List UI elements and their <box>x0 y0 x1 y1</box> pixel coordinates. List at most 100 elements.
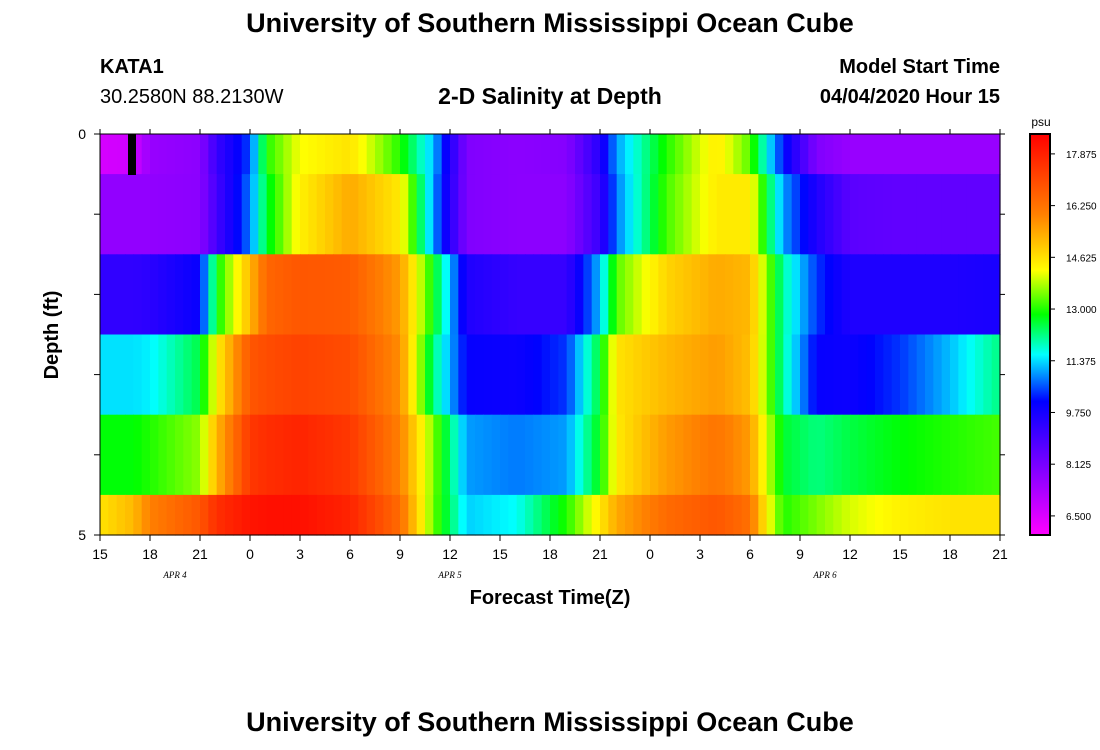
heatmap-cell <box>791 254 801 336</box>
heatmap-cell <box>583 174 593 255</box>
heatmap-cell <box>233 254 243 336</box>
heatmap-cell <box>483 494 493 536</box>
heatmap-cell <box>350 334 359 416</box>
heatmap-cell <box>450 334 459 416</box>
heatmap-cell <box>675 494 684 536</box>
heatmap-cell <box>783 334 793 416</box>
heatmap-cell <box>941 174 951 255</box>
heatmap-cell <box>516 414 526 496</box>
heatmap-cell <box>716 134 726 175</box>
heatmap-cell <box>925 254 934 336</box>
heatmap-cell <box>616 494 626 536</box>
heatmap-cell <box>975 174 984 255</box>
x-tick-label: 0 <box>246 546 254 562</box>
heatmap-cell <box>341 414 351 496</box>
heatmap-cell <box>708 134 718 175</box>
heatmap-cell <box>650 414 659 496</box>
heatmap-cell <box>516 334 526 416</box>
heatmap-cell <box>108 494 118 536</box>
heatmap-cell <box>975 134 984 175</box>
heatmap-cell <box>941 254 951 336</box>
heatmap-cell <box>683 174 693 255</box>
heatmap-cell <box>191 414 201 496</box>
heatmap-cell <box>908 414 918 496</box>
heatmap-cell <box>983 134 993 175</box>
heatmap-cell <box>241 134 251 175</box>
heatmap-cell <box>725 254 734 336</box>
heatmap-cell <box>341 174 351 255</box>
heatmap-cell <box>800 334 809 416</box>
heatmap-cell <box>491 414 501 496</box>
heatmap-cell <box>708 494 718 536</box>
heatmap-cell <box>991 334 1001 416</box>
x-tick-label: 18 <box>142 546 158 562</box>
heatmap-cell <box>908 334 918 416</box>
heatmap-cell <box>966 134 976 175</box>
heatmap-cell <box>441 254 451 336</box>
heatmap-cell <box>550 134 559 175</box>
heatmap-cell <box>666 134 676 175</box>
heatmap-cell <box>725 494 734 536</box>
heatmap-cell <box>483 254 493 336</box>
heatmap-cell <box>941 134 951 175</box>
heatmap-cell <box>441 334 451 416</box>
heatmap-cell <box>791 414 801 496</box>
heatmap-cell <box>425 254 434 336</box>
heatmap-cell <box>208 414 218 496</box>
heatmap-cell <box>633 334 643 416</box>
heatmap-cell <box>175 414 184 496</box>
heatmap-cell <box>566 494 576 536</box>
heatmap-cell <box>108 414 118 496</box>
heatmap-cell <box>125 414 134 496</box>
heatmap-cell <box>400 134 409 175</box>
heatmap-cell <box>425 174 434 255</box>
heatmap-cell <box>183 414 193 496</box>
heatmap-cell <box>541 414 551 496</box>
heatmap-cell <box>158 494 168 536</box>
heatmap-cell <box>458 174 468 255</box>
heatmap-cell <box>658 254 668 336</box>
heatmap-cell <box>841 134 851 175</box>
heatmap-cell <box>891 414 901 496</box>
heatmap-cell <box>566 334 576 416</box>
heatmap-cell <box>416 134 426 175</box>
heatmap-cell <box>983 174 993 255</box>
heatmap-cell <box>891 494 901 536</box>
heatmap-cell <box>450 414 459 496</box>
x-axis-label: Forecast Time(Z) <box>470 587 631 609</box>
heatmap-cell <box>675 254 684 336</box>
heatmap-cell <box>591 494 601 536</box>
heatmap-cell <box>775 174 784 255</box>
heatmap-cell <box>316 134 326 175</box>
heatmap-cell <box>366 494 376 536</box>
y-axis: 05 <box>78 126 1005 543</box>
heatmap-cell <box>458 134 468 175</box>
heatmap-cell <box>641 134 651 175</box>
heatmap-cell <box>766 494 776 536</box>
heatmap-cell <box>108 334 118 416</box>
heatmap-cell <box>100 174 109 255</box>
heatmap-cell <box>608 334 618 416</box>
heatmap-cell <box>441 174 451 255</box>
heatmap-cell <box>683 254 693 336</box>
heatmap-cell <box>791 134 801 175</box>
heatmap-cell <box>916 254 926 336</box>
heatmap-cell <box>883 254 893 336</box>
heatmap-cell <box>733 134 743 175</box>
heatmap-cell <box>758 254 768 336</box>
heatmap-cell <box>466 494 476 536</box>
heatmap-cell <box>950 134 959 175</box>
heatmap-cell <box>833 254 843 336</box>
heatmap-cell <box>375 494 384 536</box>
heatmap-cell <box>458 334 468 416</box>
heatmap-cell <box>808 494 818 536</box>
x-tick-label: 0 <box>646 546 654 562</box>
heatmap-cell <box>591 254 601 336</box>
heatmap-cell <box>725 414 734 496</box>
heatmap-cell <box>450 174 459 255</box>
heatmap-cell <box>300 134 309 175</box>
heatmap-cell <box>558 334 568 416</box>
heatmap-cell <box>408 414 418 496</box>
heatmap-cell <box>575 254 584 336</box>
heatmap-cell <box>691 414 701 496</box>
